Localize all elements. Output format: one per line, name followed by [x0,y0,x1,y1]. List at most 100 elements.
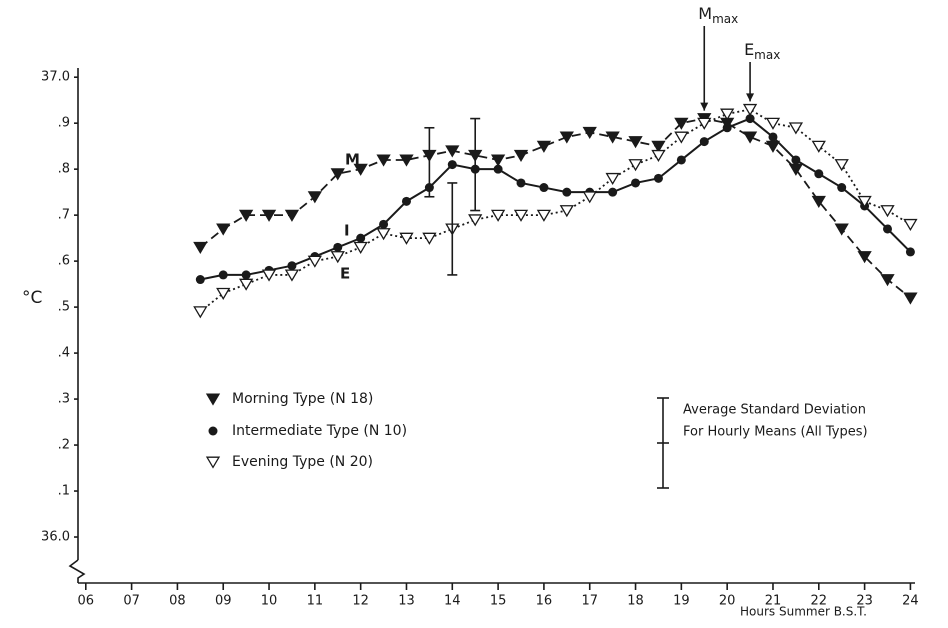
note-line: For Hourly Means (All Types) [683,425,868,440]
data-point [333,242,343,252]
x-tick-label: 23 [856,594,873,609]
legend-label: Intermediate Type (N 10) [232,423,407,439]
data-point [307,255,322,268]
data-point [447,160,457,170]
data-point [811,195,826,209]
x-tick-label: 16 [536,594,553,609]
y-tick-label: .6 [58,254,70,269]
y-tick-label: .1 [58,484,70,499]
data-point [493,164,503,174]
x-tick-label: 20 [719,594,736,609]
x-tick-label: 17 [581,594,598,609]
legend-label: Morning Type (N 18) [232,391,373,407]
data-point [218,270,228,280]
data-point [376,154,391,167]
curve-label: I [344,222,350,240]
y-tick-label: 36.0 [41,530,70,545]
annotation-sub: max [754,48,780,62]
data-point [562,187,572,197]
x-tick-label: 15 [490,594,507,609]
data-point [834,159,849,172]
legend-marker [205,456,221,469]
data-point [216,223,231,236]
y-tick-label: .9 [58,116,70,131]
annotation-sub: max [712,12,738,26]
data-point [631,178,641,188]
data-point [720,108,735,121]
data-point [516,178,526,188]
y-tick-label: .4 [58,346,70,361]
data-point [814,169,824,179]
data-point [539,183,549,193]
data-point [559,205,574,218]
data-point [791,155,801,165]
x-tick-label: 24 [902,594,919,609]
x-tick-label: 12 [352,594,369,609]
data-point [513,149,529,163]
curve-label: E [340,265,350,283]
data-point [241,270,251,280]
data-point [330,251,345,264]
x-tick-label: 21 [765,594,782,609]
data-point [674,131,689,144]
data-point [490,154,506,167]
data-point [468,214,483,227]
data-point [376,228,391,241]
data-point [445,145,460,158]
data-point [722,123,732,133]
data-point [536,209,552,222]
data-point [193,241,208,255]
data-point [857,195,872,209]
data-point [742,131,758,144]
x-tick-label: 08 [169,594,186,609]
data-point [883,224,893,234]
data-point [559,131,574,144]
data-point [490,209,506,222]
data-point [676,155,686,165]
y-tick-label: .8 [58,162,70,177]
y-axis-label: °C [22,288,42,308]
data-point [905,247,915,257]
data-point [399,154,414,167]
data-point [379,219,389,229]
data-point [353,241,368,255]
data-point [765,117,781,130]
x-tick-label: 14 [444,594,461,609]
legend-marker [205,393,221,406]
data-point [653,173,663,183]
data-point [651,140,666,153]
data-point [238,278,254,291]
legend-label: Evening Type (N 20) [232,454,373,470]
data-point [880,274,895,287]
data-point [605,131,620,144]
series-line [199,117,911,299]
data-point [699,137,709,147]
annotation: Emax [744,40,780,62]
data-point [330,168,345,181]
data-point [238,209,254,222]
y-tick-label: .5 [58,300,70,315]
data-point [651,149,666,163]
arrow-head [746,93,755,102]
y-tick-label: .7 [58,208,70,223]
annotation-text: E [744,40,754,59]
data-point [195,275,205,285]
axis-break [68,559,86,583]
legend-marker [208,426,218,436]
y-tick-label: .3 [58,392,70,407]
data-point [261,269,277,282]
data-point [353,163,368,176]
data-point [284,209,300,222]
annotation: Mmax [698,4,738,26]
annotation-text: M [698,4,712,23]
data-point [788,122,804,135]
data-point [193,306,208,319]
x-axis-label: Hours Summer B.S.T. [740,605,867,619]
data-point [674,117,689,130]
x-tick-label: 13 [398,594,415,609]
data-point [903,218,918,232]
data-point [788,163,804,176]
arrow-head [700,102,709,111]
data-point [903,292,918,305]
